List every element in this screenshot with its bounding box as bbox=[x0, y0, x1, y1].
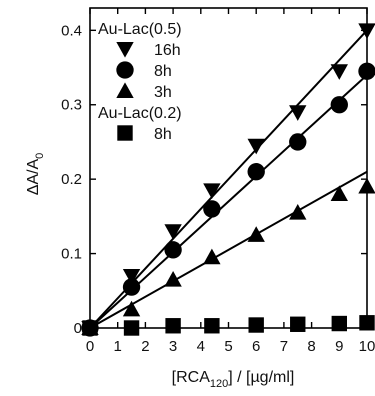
fit-line-0 bbox=[89, 29, 368, 329]
legend-group-title-0: Au-Lac(0.5) bbox=[98, 21, 182, 38]
legend-group-title-1: Au-Lac(0.2) bbox=[98, 105, 182, 122]
x-tick-label-7: 7 bbox=[280, 338, 288, 355]
axis-ticks: 0 1 2 3 4 5 6 7 8 9 10 0 0.1 0.2 0.3 0.4 bbox=[61, 8, 375, 355]
point-s0-3 bbox=[203, 183, 221, 200]
point-s0-4 bbox=[247, 138, 265, 155]
x-tick-label-9: 9 bbox=[335, 338, 343, 355]
x-tick-label-3: 3 bbox=[169, 338, 177, 355]
point-s3-0 bbox=[82, 320, 98, 336]
x-tick-label-2: 2 bbox=[141, 338, 149, 355]
legend-marker-2 bbox=[116, 82, 134, 98]
x-axis-label-unit: ] / [µg/ml] bbox=[228, 369, 294, 386]
point-s0-2 bbox=[164, 224, 182, 240]
point-s2-6 bbox=[330, 185, 348, 201]
x-tick-label-10: 10 bbox=[359, 338, 375, 355]
data-points bbox=[81, 23, 375, 337]
legend: Au-Lac(0.5) 16h 8h 3h Au-Lac(0.2) 8h bbox=[98, 21, 182, 143]
point-s2-4 bbox=[247, 226, 265, 242]
point-s1-1 bbox=[122, 278, 141, 296]
point-s1-2 bbox=[164, 241, 182, 259]
point-s3-5 bbox=[290, 316, 306, 332]
x-tick-label-6: 6 bbox=[252, 338, 260, 355]
y-tick-label-0: 0 bbox=[74, 320, 82, 337]
x-tick-label-1: 1 bbox=[114, 338, 122, 355]
legend-label-2: 3h bbox=[154, 84, 172, 101]
y-axis-label-subscript: 0 bbox=[34, 153, 46, 159]
legend-label-0: 16h bbox=[154, 42, 181, 59]
y-tick-label-1: 0.1 bbox=[61, 246, 82, 263]
y-tick-label-4: 0.4 bbox=[61, 22, 82, 39]
point-s1-3 bbox=[203, 200, 221, 218]
point-s3-4 bbox=[248, 317, 264, 333]
point-s2-1 bbox=[122, 300, 141, 317]
x-axis-label-subscript: 120 bbox=[210, 378, 228, 390]
x-tick-label-8: 8 bbox=[307, 338, 315, 355]
point-s2-2 bbox=[164, 270, 182, 287]
legend-marker-0 bbox=[116, 42, 134, 58]
point-s0-5 bbox=[289, 105, 307, 121]
y-axis-label-main: ΔA/A bbox=[25, 159, 42, 196]
point-s1-4 bbox=[247, 163, 265, 181]
legend-label-3: 8h bbox=[154, 126, 172, 143]
point-s0-6 bbox=[330, 64, 348, 80]
point-s1-5 bbox=[289, 133, 307, 151]
legend-marker-3 bbox=[117, 125, 133, 141]
y-tick-label-3: 0.3 bbox=[61, 97, 82, 114]
point-s0-1 bbox=[122, 268, 141, 285]
y-axis-label: ΔA/A0 bbox=[25, 153, 46, 196]
y-tick-label-2: 0.2 bbox=[61, 171, 82, 188]
legend-label-1: 8h bbox=[154, 63, 172, 80]
fit-line-2 bbox=[89, 170, 368, 329]
point-s3-6 bbox=[331, 315, 347, 332]
x-tick-label-5: 5 bbox=[224, 338, 232, 355]
x-tick-label-4: 4 bbox=[197, 338, 205, 355]
point-s3-7 bbox=[359, 315, 375, 331]
legend-marker-1 bbox=[116, 61, 134, 79]
point-s0-7 bbox=[358, 23, 375, 40]
x-axis-label: [RCA120] / [µg/ml] bbox=[172, 369, 295, 390]
point-s3-1 bbox=[123, 320, 140, 336]
point-s1-7 bbox=[358, 62, 375, 80]
point-s2-5 bbox=[289, 203, 307, 220]
point-s2-7 bbox=[358, 177, 375, 194]
point-s2-3 bbox=[203, 248, 221, 265]
point-s3-3 bbox=[204, 318, 220, 334]
x-tick-label-0: 0 bbox=[86, 338, 94, 355]
point-s1-6 bbox=[330, 96, 348, 114]
point-s3-2 bbox=[165, 318, 181, 334]
x-axis-label-main: [RCA bbox=[172, 369, 211, 386]
